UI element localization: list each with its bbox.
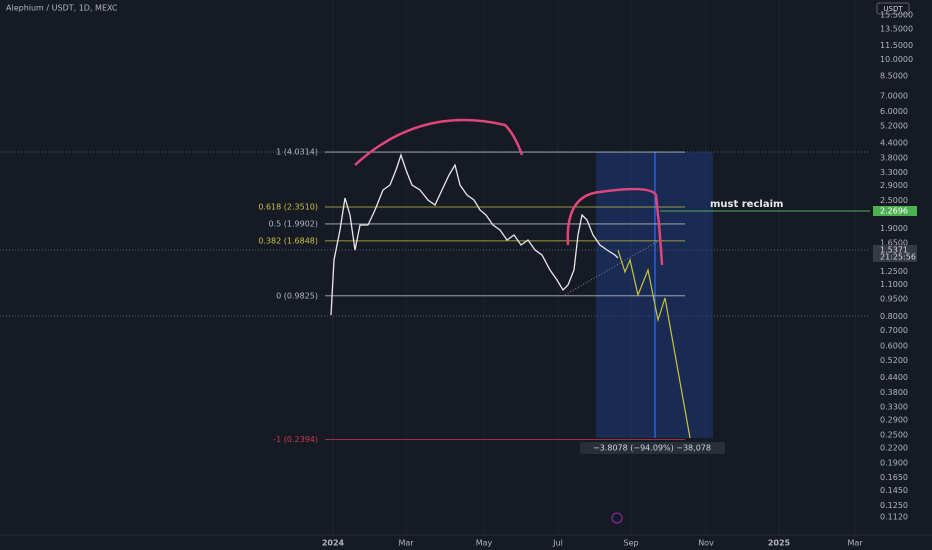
- time-tick-label: Mar: [398, 539, 414, 548]
- countdown: 21:25:56: [880, 253, 916, 262]
- time-tick-label: 2024: [322, 539, 345, 548]
- price-tick-label: 10.0000: [880, 55, 913, 64]
- time-tick-label: May: [476, 539, 493, 548]
- fib-label: 1 (4.0314): [276, 148, 318, 157]
- price-tick-label: 1.1000: [880, 280, 908, 289]
- price-path: [330, 152, 619, 316]
- price-tick-label: 13.5000: [880, 25, 913, 34]
- price-tick-label: 8.5000: [880, 72, 908, 81]
- price-tick-label: 0.1250: [880, 501, 908, 510]
- fib-label: 0.382 (1.6848): [258, 236, 318, 245]
- price-tick-label: 0.2900: [880, 416, 908, 425]
- price-tick-label: 0.7000: [880, 326, 908, 335]
- price-tick-label: 1.6500: [880, 239, 908, 248]
- currency-label[interactable]: USDT: [883, 5, 903, 13]
- fib-label: 0.5 (1.9902): [269, 219, 319, 228]
- last-price: 1.5371: [880, 246, 908, 255]
- header-title: Alephium / USDT, 1D, MEXC: [6, 4, 118, 13]
- price-tick-label: 3.3000: [880, 168, 908, 177]
- price-tick-label: 0.8000: [880, 312, 908, 321]
- price-tick-label: 0.3800: [880, 388, 908, 397]
- time-tick-label: Jul: [552, 539, 563, 548]
- reclaim-badge: [873, 206, 917, 216]
- event-icon[interactable]: [611, 512, 623, 524]
- price-tick-label: 1.9000: [880, 224, 908, 233]
- price-tick-label: 0.1900: [880, 459, 908, 468]
- currency-button[interactable]: [876, 2, 910, 15]
- price-tick-label: 15.5000: [880, 10, 913, 19]
- price-tick-label: 0.3300: [880, 402, 908, 411]
- trend-line: [564, 239, 661, 296]
- fib-label: -1 (0.2394): [273, 435, 318, 444]
- price-tick-label: 6.0000: [880, 107, 908, 116]
- last-price-badge: [873, 245, 917, 262]
- price-tick-label: 0.6000: [880, 342, 908, 351]
- fib-label: 0.618 (2.3510): [258, 202, 318, 211]
- price-tick-label: 0.9500: [880, 295, 908, 304]
- price-tick-label: 0.2500: [880, 431, 908, 440]
- price-tick-label: 4.4000: [880, 139, 908, 148]
- price-tick-label: 7.0000: [880, 91, 908, 100]
- note: must reclaim: [710, 199, 783, 210]
- pink-arc: [354, 118, 524, 166]
- price-tick-label: 3.8000: [880, 154, 908, 163]
- time-tick-label: Sep: [623, 539, 638, 548]
- time-tick-label: 2025: [768, 539, 791, 548]
- price-tick-label: 0.1650: [880, 473, 908, 482]
- fib-label: 0 (0.9825): [276, 291, 318, 300]
- price-tick-label: 11.5000: [880, 41, 913, 50]
- pink-arc: [566, 187, 664, 266]
- measure-label: −3.8078 (−94.09%) −38,078: [593, 444, 711, 453]
- reclaim-price: 2.2696: [880, 207, 908, 216]
- price-tick-label: 2.9000: [880, 181, 908, 190]
- price-tick-label: 5.2000: [880, 122, 908, 131]
- price-tick-label: 0.5200: [880, 356, 908, 365]
- price-tick-label: 2.5000: [880, 196, 908, 205]
- price-tick-label: 0.1120: [880, 512, 908, 521]
- price-tick-label: 1.2500: [880, 267, 908, 276]
- time-tick-label: Nov: [698, 539, 714, 548]
- price-tick-label: 0.1450: [880, 486, 908, 495]
- projection-path: [617, 249, 691, 439]
- time-tick-label: Mar: [847, 539, 863, 548]
- measure-label-bg: [580, 442, 725, 454]
- price-tick-label: 0.2200: [880, 444, 908, 453]
- price-tick-label: 0.4400: [880, 373, 908, 382]
